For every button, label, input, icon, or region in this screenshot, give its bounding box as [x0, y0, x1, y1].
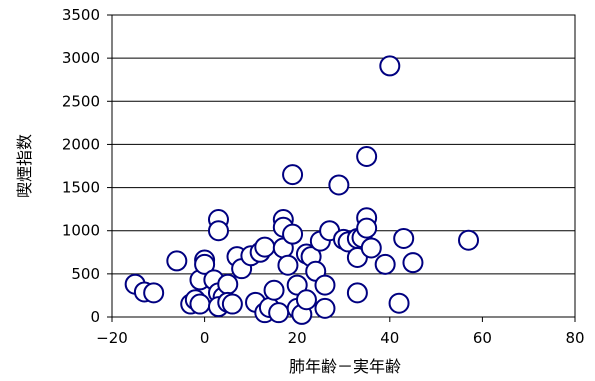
- data-point-7: [189, 293, 211, 315]
- x-tick-labels: −20 0 20 40 60 80: [96, 329, 584, 347]
- data-point-44: [314, 297, 336, 319]
- data-point-59: [388, 292, 410, 314]
- y-tick-label-1500: 1500: [62, 179, 100, 197]
- data-point-62: [458, 229, 480, 251]
- y-axis-title: 喫煙指数: [15, 134, 34, 198]
- x-tick-label--20: −20: [96, 329, 128, 347]
- y-tick-label-500: 500: [71, 265, 100, 283]
- data-point-58: [379, 55, 401, 77]
- data-point-35: [286, 274, 308, 296]
- y-tick-label-0: 0: [90, 308, 100, 326]
- data-point-27: [263, 279, 285, 301]
- data-point-18: [221, 293, 243, 315]
- data-point-9: [194, 253, 216, 275]
- data-point-32: [277, 254, 299, 276]
- x-tick-label-0: 0: [200, 329, 210, 347]
- y-tick-label-3500: 3500: [62, 6, 100, 24]
- y-tick-label-3000: 3000: [62, 49, 100, 67]
- data-point-12: [207, 220, 229, 242]
- x-tick-label-40: 40: [380, 329, 399, 347]
- y-tick-label-2000: 2000: [62, 135, 100, 153]
- data-point-61: [402, 252, 424, 274]
- y-tick-labels: 0 500 1000 1500 2000 2500 3000 3500: [62, 6, 100, 326]
- data-point-39: [295, 289, 317, 311]
- data-point-46: [328, 174, 350, 196]
- data-point-53: [356, 146, 378, 168]
- x-axis-title: 肺年齢－実年齢: [289, 357, 401, 376]
- x-tick-label-80: 80: [565, 329, 584, 347]
- data-point-56: [360, 237, 382, 259]
- data-point-51: [346, 282, 368, 304]
- plot-border: [111, 14, 576, 318]
- data-point-43: [314, 274, 336, 296]
- y-tick-label-2500: 2500: [62, 92, 100, 110]
- x-tick-label-60: 60: [473, 329, 492, 347]
- data-point-60: [393, 227, 415, 249]
- data-point-24: [254, 236, 276, 258]
- plot-area: [112, 15, 575, 317]
- data-point-16: [217, 273, 239, 295]
- y-tick-label-1000: 1000: [62, 222, 100, 240]
- data-point-55: [356, 217, 378, 239]
- data-points: [124, 55, 480, 325]
- data-point-28: [268, 302, 290, 324]
- data-point-57: [374, 253, 396, 275]
- data-point-33: [282, 223, 304, 245]
- data-point-2: [143, 282, 165, 304]
- data-point-3: [166, 250, 188, 272]
- data-point-34: [282, 164, 304, 186]
- x-tick-label-20: 20: [288, 329, 307, 347]
